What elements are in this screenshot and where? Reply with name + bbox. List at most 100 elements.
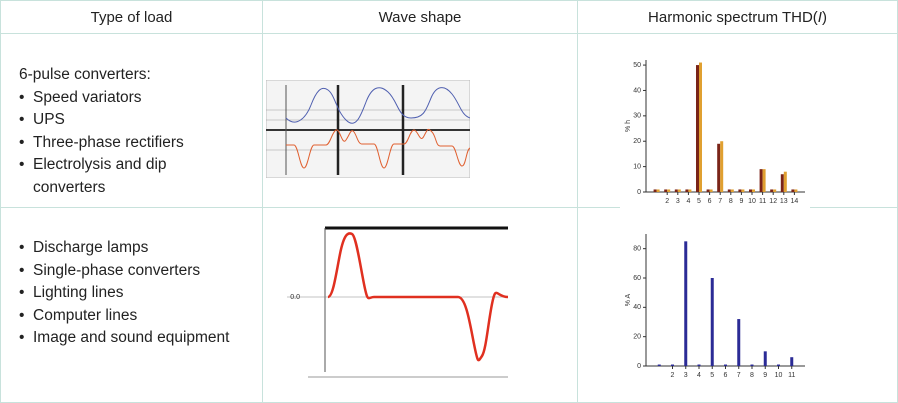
header-text: Type of load [90,8,173,26]
bar [674,189,678,192]
list-item: Speed variators [19,87,243,110]
x-tick-label: 6 [724,372,728,379]
bar [685,189,689,192]
cell: 0.0 [262,207,578,403]
list-item: Electrolysis and dip converters [19,154,243,199]
x-tick-label: 4 [697,372,701,379]
bar [697,364,701,366]
bar [720,141,724,192]
wave-label: 0.0 [290,294,300,301]
header-cell: Type of load [0,0,263,34]
y-axis-label: % h [625,120,632,132]
list: Speed variatorsUPSThree-phase rectifiers… [19,87,243,200]
x-tick-label: 13 [780,198,788,205]
y-tick-label: 60 [633,275,641,282]
bar [770,189,774,192]
list-item: UPS [19,109,243,132]
header-cell: Harmonic spectrum THD(I) [577,0,898,34]
load-list: Discharge lampsSingle-phase convertersLi… [19,237,243,350]
x-tick-label: 14 [791,198,799,205]
bar [709,189,713,192]
cell [262,33,578,208]
x-tick-label: 10 [748,198,756,205]
y-tick-label: 20 [633,138,641,145]
x-tick-label: 3 [684,372,688,379]
bar [763,351,767,366]
bar [727,189,731,192]
x-tick-label: 7 [718,198,722,205]
bar [684,241,688,366]
x-tick-label: 8 [729,198,733,205]
y-axis-label: % A [625,293,632,306]
x-tick-label: 11 [788,372,795,379]
cell: Discharge lampsSingle-phase convertersLi… [0,207,263,403]
y-tick-label: 50 [633,62,641,69]
y-tick-label: 40 [633,304,641,311]
x-tick-label: 5 [710,372,714,379]
bar [677,189,681,192]
list-item: Discharge lamps [19,237,243,260]
bar [664,189,668,192]
bar [749,189,752,192]
bar [656,189,660,192]
y-tick-label: 20 [633,334,641,341]
list-item: Image and sound equipment [19,327,243,350]
bar [783,171,787,192]
header-text: Wave shape [378,8,462,26]
bar [790,357,794,366]
bar [752,189,755,192]
bar [699,62,702,193]
y-tick-label: 40 [633,87,641,94]
y-tick-label: 0 [637,189,641,196]
bar [717,143,721,192]
list-item: Three-phase rectifiers [19,132,243,155]
y-tick-label: 0 [637,363,641,370]
bar [696,65,699,192]
bar [706,189,710,192]
x-tick-label: 4 [686,198,690,205]
bar [657,364,661,366]
list-item: Computer lines [19,305,243,328]
x-tick-label: 9 [739,198,743,205]
x-tick-label: 11 [759,198,766,205]
header-cell: Wave shape [262,0,578,34]
bar [762,169,766,192]
list: Discharge lampsSingle-phase convertersLi… [19,237,243,350]
wave-image [266,80,470,178]
x-tick-label: 2 [671,372,675,379]
bar [730,189,734,192]
x-tick-label: 7 [737,372,741,379]
header-text: ) [821,8,827,26]
list-item: Single-phase converters [19,260,243,283]
bar [724,364,727,366]
bar [794,189,798,192]
wave-image: 0.0 [287,226,508,378]
bar [759,169,763,192]
bar [791,189,795,192]
cell: 6-pulse converters: Speed variatorsUPSTh… [0,33,263,208]
bar [653,189,657,192]
list-item: Lighting lines [19,282,243,305]
bar [773,189,777,192]
x-tick-label: 12 [769,198,777,205]
x-tick-label: 2 [665,198,669,205]
y-tick-label: 10 [633,163,641,170]
spectrum-chart: % A 0 20 40 60 80 2 3 4 5 6 7 8 9 10 11 [620,226,810,384]
bar [738,189,742,192]
intro: 6-pulse converters: [19,66,151,83]
x-tick-label: 6 [708,198,712,205]
y-tick-label: 30 [633,113,641,120]
x-tick-label: 9 [763,372,767,379]
header-italic: I [817,8,822,26]
x-tick-label: 5 [697,198,701,205]
bar [710,278,714,366]
x-tick-label: 8 [750,372,754,379]
bar [737,319,741,366]
y-tick-label: 80 [633,246,641,253]
bar [667,189,671,192]
x-tick-label: 10 [775,372,783,379]
header-text: Harmonic spectrum THD( [648,8,818,26]
bar [777,364,780,366]
